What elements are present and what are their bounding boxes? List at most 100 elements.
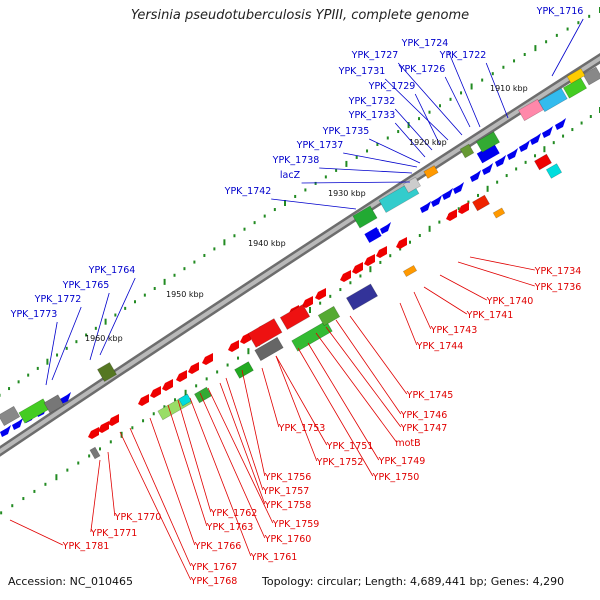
gene-label: YPK_1750: [372, 472, 420, 483]
outer-scale-tick: [17, 380, 20, 384]
inner-scale-tick: [486, 185, 489, 192]
outer-scale-tick: [502, 65, 505, 69]
gene-label: YPK_1751: [326, 441, 374, 452]
gene-label: YPK_1757: [262, 486, 310, 497]
gene-label: YPK_1749: [378, 456, 426, 467]
red-block: [534, 153, 552, 171]
leader-line: [439, 274, 487, 301]
yellow-block: [566, 68, 586, 84]
outer-scale-tick: [173, 273, 176, 277]
leader-line: [349, 315, 408, 395]
leader-line: [89, 292, 110, 361]
outer-scale-tick: [566, 27, 569, 31]
orange-block: [402, 264, 418, 278]
outer-scale-tick: [418, 117, 421, 121]
outer-scale-tick: [56, 353, 59, 357]
gene-label: YPK_1742: [224, 186, 272, 197]
backbone-outline: [0, 53, 600, 457]
gene-label: lacZ: [280, 170, 301, 181]
inner-scale-tick: [195, 384, 198, 388]
inner-scale-tick: [109, 440, 112, 444]
inner-scale-tick: [349, 281, 352, 285]
reverse-gene-arrow: [240, 332, 251, 344]
accession-text: Accession: NC_010465: [8, 575, 134, 588]
inner-scale-tick: [505, 174, 508, 178]
gene-features: [0, 66, 600, 460]
leader-line: [275, 355, 328, 446]
inner-scale-tick: [309, 307, 311, 313]
outer-scale-tick: [263, 214, 266, 218]
inner-scale-tick: [66, 468, 69, 472]
inner-scale-tick: [369, 266, 372, 273]
outer-scale-tick: [46, 358, 49, 365]
reverse-gene-arrow: [364, 254, 375, 266]
gene-label: YPK_1746: [400, 410, 448, 421]
leader-line: [551, 18, 584, 77]
reverse-gene-arrow: [138, 394, 149, 406]
inner-scale-tick: [589, 115, 592, 119]
outer-scale-tick: [233, 234, 236, 238]
forward-gene-arrow: [0, 425, 11, 437]
leader-line: [107, 451, 116, 517]
outer-scale-tick: [0, 393, 1, 397]
gene-label: YPK_1761: [250, 552, 298, 563]
inner-scale-tick: [22, 497, 25, 501]
inner-scale-tick: [184, 389, 187, 396]
reverse-gene-arrow: [162, 379, 173, 391]
inner-scale-tick: [496, 180, 499, 184]
forward-gene-arrow: [470, 170, 481, 182]
reverse-gene-arrow: [396, 237, 407, 249]
outer-scale-tick: [284, 200, 286, 206]
outer-scale-tick: [193, 260, 196, 264]
outer-scale-tick: [449, 97, 452, 101]
gene-label: YPK_1768: [190, 576, 238, 587]
outer-scale-tick: [104, 318, 107, 325]
leader-line: [469, 256, 535, 271]
leader-line: [325, 326, 402, 428]
outer-scale-tick: [243, 227, 246, 231]
gene-label: YPK_1752: [316, 457, 364, 468]
inner-scale-tick: [399, 247, 402, 251]
reverse-gene-arrow: [202, 353, 213, 365]
gene-label: YPK_1741: [466, 310, 514, 321]
outer-scale-tick: [545, 40, 548, 44]
orange-block: [423, 165, 439, 179]
gray-block: [43, 394, 65, 414]
inner-scale-tick: [571, 128, 574, 132]
reverse-gene-arrow: [150, 386, 161, 398]
inner-scale-tick: [77, 461, 80, 465]
forward-gene-arrow: [380, 222, 391, 234]
outer-scale-tick: [253, 221, 256, 225]
gene-label: YPK_1758: [264, 500, 312, 511]
genome-summary-text: Topology: circular; Length: 4,689,441 bp…: [262, 575, 565, 588]
inner-scale-tick: [329, 294, 332, 298]
outer-scale-tick: [355, 155, 358, 159]
leader-line: [119, 431, 192, 581]
gene-label: YPK_1773: [10, 309, 58, 320]
inner-scale-tick: [467, 200, 470, 204]
red-block: [472, 194, 490, 212]
reverse-gene-arrow: [302, 296, 313, 308]
inner-scale-tick: [99, 447, 101, 451]
inner-scale-tick: [142, 419, 145, 423]
leader-line: [225, 377, 264, 491]
red-block: [247, 318, 283, 348]
leader-line: [90, 459, 101, 533]
inner-scale-tick: [11, 504, 14, 508]
forward-gene-arrow: [530, 133, 541, 145]
leader-line: [343, 152, 418, 168]
reverse-gene-arrow: [446, 209, 457, 221]
olive-block: [459, 143, 475, 159]
leader-line: [369, 138, 421, 164]
gene-label: YPK_1729: [368, 81, 416, 92]
pink-block: [518, 98, 544, 122]
outer-scale-tick: [439, 104, 441, 108]
scale-label: 1910 kbp: [490, 84, 528, 93]
reverse-gene-arrow: [315, 288, 326, 300]
outer-scale-tick: [534, 45, 537, 52]
outer-scale-tick: [428, 110, 431, 114]
scale-label: 1950 kbp: [166, 290, 204, 299]
gene-label: YPK_1726: [398, 64, 446, 75]
leader-line: [457, 261, 535, 287]
inner-scale-tick: [562, 134, 565, 138]
